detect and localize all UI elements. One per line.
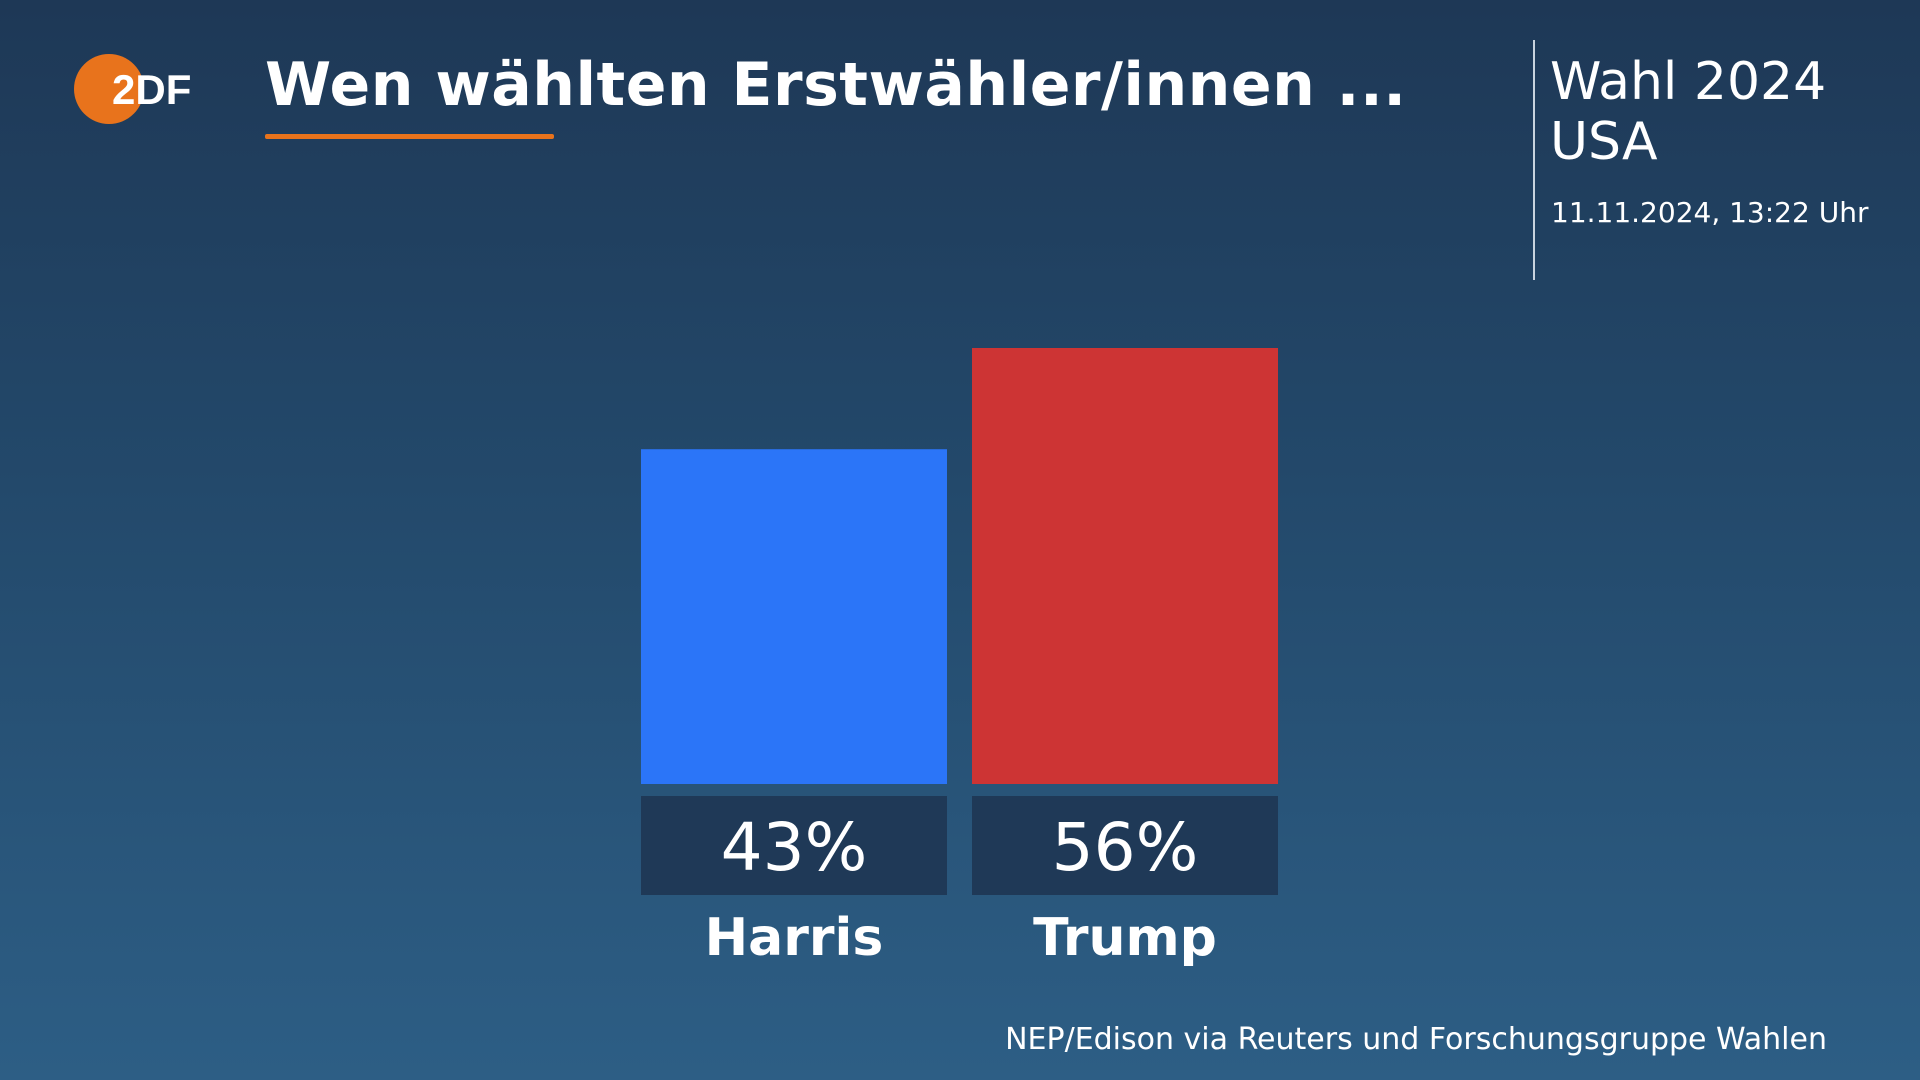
category-label-harris: Harris [705, 908, 884, 968]
data-label-harris: 43% [721, 809, 868, 886]
event-line-1: Wahl 2024 [1550, 52, 1827, 112]
value-box-harris [641, 796, 947, 895]
zdf-logo: 2DF [74, 54, 191, 124]
event-label: Wahl 2024 USA [1550, 52, 1826, 172]
page-title: Wen wählten Erstwähler/innen ... [265, 50, 1407, 120]
zdf-logo-circle [74, 54, 144, 124]
value-box-trump [972, 796, 1278, 895]
title-underline [265, 134, 554, 139]
data-label-trump: 56% [1052, 809, 1199, 886]
header-divider [1533, 40, 1535, 280]
bar-trump [972, 348, 1278, 784]
bar-harris [641, 449, 947, 784]
event-line-2: USA [1550, 112, 1658, 172]
category-label-trump: Trump [1033, 908, 1217, 968]
source-note: NEP/Edison via Reuters und Forschungsgru… [1005, 1022, 1827, 1057]
timestamp: 11.11.2024, 13:22 Uhr [1551, 196, 1869, 229]
zdf-logo-text: 2DF [112, 66, 191, 113]
